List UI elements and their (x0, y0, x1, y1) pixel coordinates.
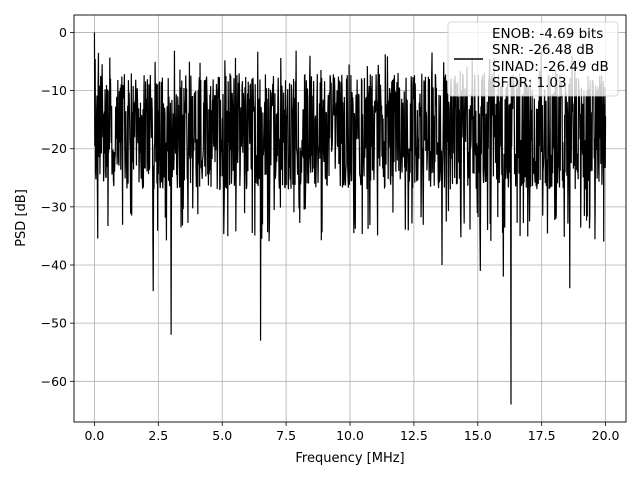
y-tick-label: −20 (41, 141, 67, 156)
x-tick-label: 2.5 (148, 428, 168, 443)
legend-box (447, 21, 619, 97)
x-axis-ticks: 0.0 2.5 5.0 7.5 10.0 12.5 15.0 17.5 20.0 (84, 422, 620, 443)
x-tick-label: 20.0 (592, 428, 620, 443)
y-tick-label: −50 (41, 316, 67, 331)
y-tick-label: −10 (41, 83, 67, 98)
y-axis-ticks: 0 −10 −20 −30 −40 −50 −60 (41, 25, 74, 389)
x-tick-label: 12.5 (400, 428, 428, 443)
x-axis-label: Frequency [MHz] (295, 451, 404, 466)
y-tick-label: −30 (41, 199, 67, 214)
legend-sfdr: SFDR: 1.03 (492, 75, 567, 91)
psd-line (93, 32, 607, 405)
x-tick-label: 10.0 (336, 428, 364, 443)
x-tick-label: 5.0 (212, 428, 232, 443)
legend-sinad: SINAD: -26.49 dB (492, 59, 609, 75)
psd-series (93, 32, 607, 405)
x-tick-label: 0.0 (84, 428, 104, 443)
legend-snr: SNR: -26.48 dB (492, 42, 594, 58)
y-tick-label: −40 (41, 258, 67, 273)
y-axis-label: PSD [dB] (14, 189, 29, 247)
x-tick-label: 17.5 (528, 428, 556, 443)
x-tick-label: 7.5 (276, 428, 296, 443)
legend: ENOB: -4.69 bits SNR: -26.48 dB SINAD: -… (447, 21, 619, 97)
y-tick-label: −60 (41, 374, 67, 389)
legend-enob: ENOB: -4.69 bits (492, 26, 603, 42)
y-tick-label: 0 (59, 25, 67, 40)
x-tick-label: 15.0 (464, 428, 492, 443)
